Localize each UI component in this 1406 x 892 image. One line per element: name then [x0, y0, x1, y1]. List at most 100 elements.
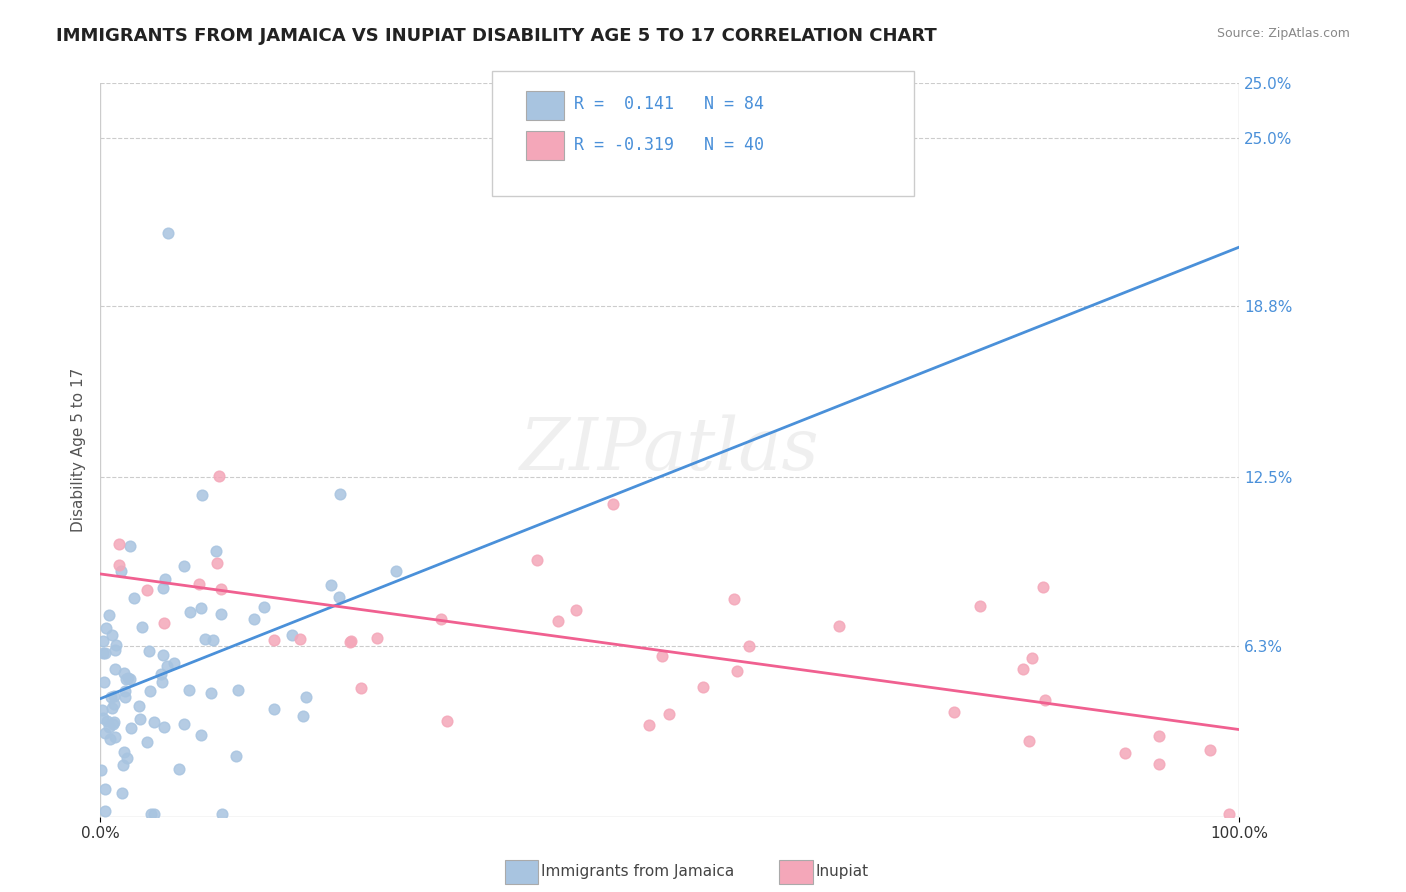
- Point: [156, 658, 179, 673]
- Point: [96, 714, 118, 728]
- Point: [658, 706, 681, 721]
- Point: [122, 591, 145, 605]
- Point: [436, 714, 458, 729]
- Point: [100, 628, 122, 642]
- Point: [108, 558, 131, 572]
- Point: [91, 711, 114, 725]
- Point: [1035, 693, 1057, 707]
- Point: [139, 806, 162, 821]
- Point: [340, 634, 363, 648]
- Point: [292, 709, 315, 723]
- Point: [153, 615, 176, 630]
- Point: [1031, 580, 1053, 594]
- Point: [112, 745, 135, 759]
- Point: [103, 689, 125, 703]
- Point: [200, 685, 222, 699]
- Text: Inupiat: Inupiat: [815, 864, 869, 879]
- Point: [114, 683, 136, 698]
- Point: [204, 544, 226, 558]
- Point: [104, 643, 127, 657]
- Point: [602, 497, 624, 511]
- Point: [94, 804, 117, 818]
- Point: [114, 672, 136, 686]
- Point: [100, 700, 122, 714]
- Point: [138, 644, 160, 658]
- Point: [281, 628, 304, 642]
- Point: [366, 631, 388, 645]
- Point: [105, 638, 128, 652]
- Point: [1199, 743, 1222, 757]
- Point: [112, 666, 135, 681]
- Point: [139, 683, 162, 698]
- Point: [243, 611, 266, 625]
- Point: [152, 675, 174, 690]
- Y-axis label: Disability Age 5 to 17: Disability Age 5 to 17: [72, 368, 86, 533]
- Point: [93, 646, 115, 660]
- Point: [723, 591, 745, 606]
- Point: [103, 697, 125, 711]
- Point: [319, 577, 342, 591]
- Point: [100, 690, 122, 704]
- Point: [725, 664, 748, 678]
- Point: [89, 763, 111, 777]
- Point: [209, 582, 232, 596]
- Point: [111, 758, 134, 772]
- Point: [111, 787, 134, 801]
- Point: [94, 782, 117, 797]
- Point: [153, 572, 176, 586]
- Point: [104, 730, 127, 744]
- Text: IMMIGRANTS FROM JAMAICA VS INUPIAT DISABILITY AGE 5 TO 17 CORRELATION CHART: IMMIGRANTS FROM JAMAICA VS INUPIAT DISAB…: [56, 27, 936, 45]
- Point: [117, 671, 139, 685]
- Point: [350, 681, 373, 696]
- Point: [190, 728, 212, 742]
- Point: [157, 226, 180, 240]
- Point: [565, 603, 588, 617]
- Point: [339, 635, 361, 649]
- Point: [163, 656, 186, 670]
- Text: R = -0.319   N = 40: R = -0.319 N = 40: [574, 136, 763, 153]
- Point: [295, 690, 318, 704]
- Point: [1147, 757, 1170, 772]
- Point: [263, 702, 285, 716]
- Point: [190, 600, 212, 615]
- Point: [1011, 662, 1033, 676]
- Point: [1147, 729, 1170, 743]
- Point: [96, 621, 118, 635]
- Point: [173, 716, 195, 731]
- Point: [638, 718, 661, 732]
- Point: [385, 564, 408, 578]
- Point: [93, 633, 115, 648]
- Point: [131, 620, 153, 634]
- Point: [110, 564, 132, 578]
- Point: [136, 583, 159, 598]
- Point: [97, 608, 120, 623]
- Point: [328, 590, 350, 604]
- Point: [208, 468, 231, 483]
- Point: [104, 662, 127, 676]
- Point: [1018, 734, 1040, 748]
- Point: [205, 556, 228, 570]
- Point: [692, 680, 714, 694]
- Point: [108, 536, 131, 550]
- Point: [969, 599, 991, 613]
- Point: [1218, 806, 1240, 821]
- Point: [120, 539, 142, 553]
- Point: [93, 725, 115, 739]
- Point: [226, 683, 249, 698]
- Point: [128, 698, 150, 713]
- Point: [828, 619, 851, 633]
- Point: [103, 714, 125, 729]
- Text: ZIPatlas: ZIPatlas: [520, 415, 820, 485]
- Point: [290, 632, 312, 646]
- Point: [152, 648, 174, 663]
- Point: [209, 607, 232, 621]
- Point: [90, 703, 112, 717]
- Point: [253, 600, 276, 615]
- Point: [188, 577, 211, 591]
- Point: [191, 488, 214, 502]
- Point: [115, 750, 138, 764]
- Point: [202, 632, 225, 647]
- Point: [150, 666, 173, 681]
- Point: [1021, 651, 1043, 665]
- Point: [651, 648, 673, 663]
